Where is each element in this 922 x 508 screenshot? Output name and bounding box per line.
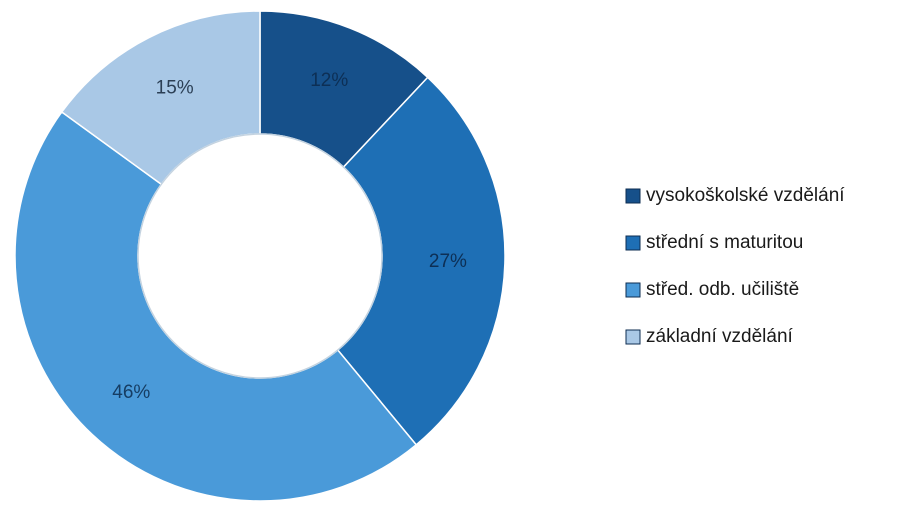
slice-label-1: 12% (310, 70, 348, 91)
slice-group (14, 10, 506, 502)
legend-item-3: střed. odb. učiliště (625, 279, 799, 300)
slice-label-2: 27% (429, 251, 467, 272)
legend-label-1: vysokoškolské vzdělání (646, 185, 845, 206)
legend-item-4: základní vzdělání (625, 326, 794, 347)
doughnut-hole (137, 133, 383, 379)
legend-swatch-3 (625, 282, 641, 298)
legend-label-4: základní vzdělání (646, 326, 794, 347)
legend-item-2: střední s maturitou (625, 232, 803, 253)
legend-label-3: střed. odb. učiliště (646, 279, 799, 300)
slice-label-3: 46% (112, 382, 150, 403)
legend: vysokoškolské vzdělání střední s maturito… (625, 185, 845, 347)
legend-label-2: střední s maturitou (646, 232, 803, 253)
slice-label-4: 15% (156, 78, 194, 99)
legend-swatch-1 (625, 188, 641, 204)
slice-label-group: 12% 27% 46% 15% (112, 70, 467, 403)
legend-item-1: vysokoškolské vzdělání (625, 185, 845, 206)
legend-swatch-2 (625, 235, 641, 251)
legend-swatch-4 (625, 329, 641, 345)
